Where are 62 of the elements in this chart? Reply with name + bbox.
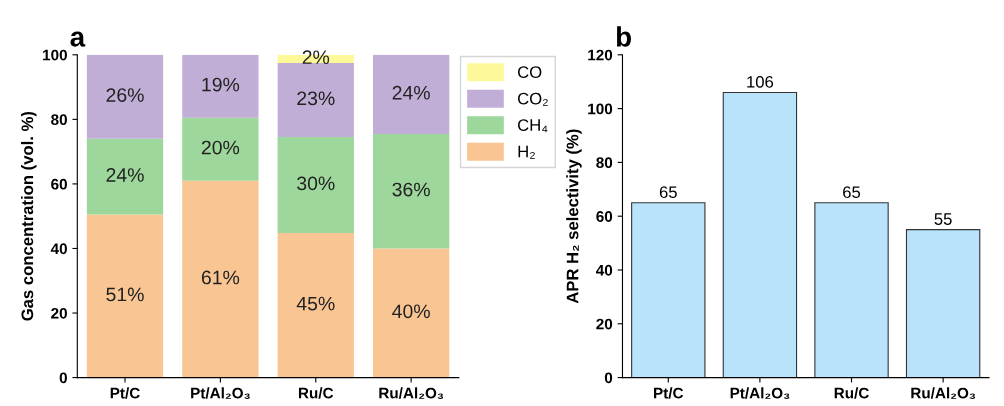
x-tick-label: Pt/Al₂O₃	[730, 387, 790, 399]
bar	[277, 62, 354, 138]
bar	[277, 232, 354, 378]
bar	[372, 54, 450, 134]
data-label: 2%	[302, 50, 330, 64]
y-tick-label: 20	[51, 307, 67, 319]
y-tick-label: 0	[59, 372, 67, 384]
y-tick-label: 60	[51, 178, 67, 190]
legend-label: CH₄	[518, 119, 548, 133]
data-label: 51%	[106, 287, 144, 302]
y-tick-label: 120	[588, 49, 613, 61]
data-label: 20%	[201, 140, 240, 155]
data-label: 40%	[392, 304, 430, 319]
bar	[631, 202, 706, 378]
x-tick-label: Ru/C	[298, 387, 334, 399]
data-label: 26%	[106, 88, 144, 102]
bar	[814, 202, 889, 378]
bar	[86, 214, 164, 378]
legend-label: CO	[518, 66, 542, 78]
bar	[182, 180, 259, 378]
bar	[277, 137, 354, 233]
data-label: 61%	[201, 270, 240, 285]
bar	[182, 54, 259, 118]
data-label: 55	[934, 213, 952, 225]
data-label: 30%	[297, 176, 335, 191]
y-tick-label: 0	[604, 372, 613, 384]
data-label: 23%	[297, 91, 335, 106]
chart-title: b	[616, 26, 631, 47]
x-tick-label: Ru/Al₂O₃	[911, 387, 976, 399]
data-label: 24%	[392, 85, 430, 100]
y-tick-label: 60	[596, 211, 613, 222]
x-tick-label: Ru/C	[834, 387, 869, 399]
data-label: 45%	[296, 296, 335, 311]
y-tick-label: 100	[588, 103, 613, 115]
data-label: 106	[747, 75, 774, 88]
y-tick-label: 80	[596, 157, 613, 169]
chart-title: a	[70, 31, 86, 47]
legend-label: CO₂	[518, 92, 548, 106]
bar	[372, 133, 450, 249]
x-tick-label: Ru/Al₂O₃	[379, 387, 444, 399]
y-tick-label: 40	[596, 264, 613, 276]
x-tick-label: Pt/C	[110, 387, 140, 399]
bar	[182, 117, 259, 181]
bar	[86, 54, 164, 139]
data-label: 19%	[202, 77, 240, 92]
y-tick-label: 20	[596, 318, 613, 330]
bar	[372, 248, 450, 378]
data-label: 65	[843, 186, 861, 199]
x-tick-label: Pt/C	[654, 387, 684, 399]
bar	[722, 91, 798, 378]
bar	[86, 138, 164, 215]
legend-label: H₂	[518, 145, 535, 159]
data-label: 65	[659, 186, 677, 199]
y-tick-label: 40	[50, 243, 67, 255]
y-axis-title: APR H₂ selectivity (%)	[566, 129, 582, 304]
data-label: 24%	[106, 168, 144, 182]
y-tick-label: 80	[51, 114, 67, 126]
y-axis-title: Gas concentration (vol. %)	[21, 111, 37, 321]
data-label: 36%	[392, 182, 430, 197]
y-tick-label: 100	[43, 49, 67, 61]
x-tick-label: Pt/Al₂O₃	[191, 387, 250, 399]
bar	[905, 229, 981, 378]
